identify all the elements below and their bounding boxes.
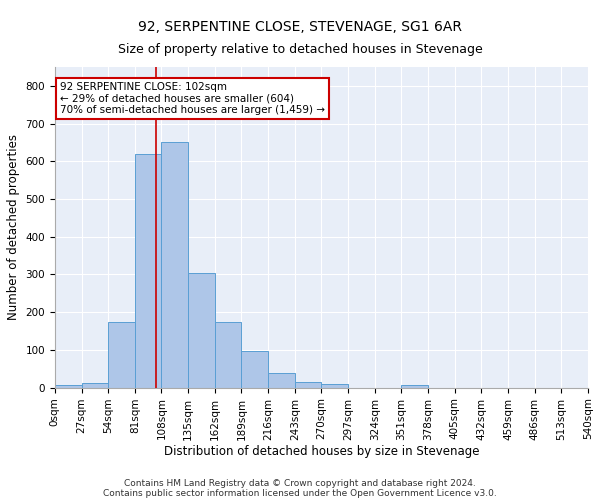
Bar: [401, 384, 428, 388]
Text: Size of property relative to detached houses in Stevenage: Size of property relative to detached ho…: [118, 42, 482, 56]
Text: Contains HM Land Registry data © Crown copyright and database right 2024.: Contains HM Land Registry data © Crown c…: [124, 478, 476, 488]
Bar: [135, 154, 161, 388]
Bar: [268, 374, 295, 388]
Bar: [55, 384, 82, 388]
Y-axis label: Number of detached properties: Number of detached properties: [7, 134, 20, 320]
Bar: [82, 382, 108, 388]
Text: Contains public sector information licensed under the Open Government Licence v3: Contains public sector information licen…: [103, 488, 497, 498]
Bar: [322, 384, 348, 388]
Bar: [241, 351, 268, 388]
Text: 92, SERPENTINE CLOSE, STEVENAGE, SG1 6AR: 92, SERPENTINE CLOSE, STEVENAGE, SG1 6AR: [138, 20, 462, 34]
Bar: [161, 142, 188, 388]
Bar: [188, 272, 215, 388]
Bar: [295, 382, 322, 388]
Bar: [215, 322, 241, 388]
Text: 92 SERPENTINE CLOSE: 102sqm
← 29% of detached houses are smaller (604)
70% of se: 92 SERPENTINE CLOSE: 102sqm ← 29% of det…: [60, 82, 325, 115]
X-axis label: Distribution of detached houses by size in Stevenage: Distribution of detached houses by size …: [164, 445, 479, 458]
Bar: [108, 322, 135, 388]
